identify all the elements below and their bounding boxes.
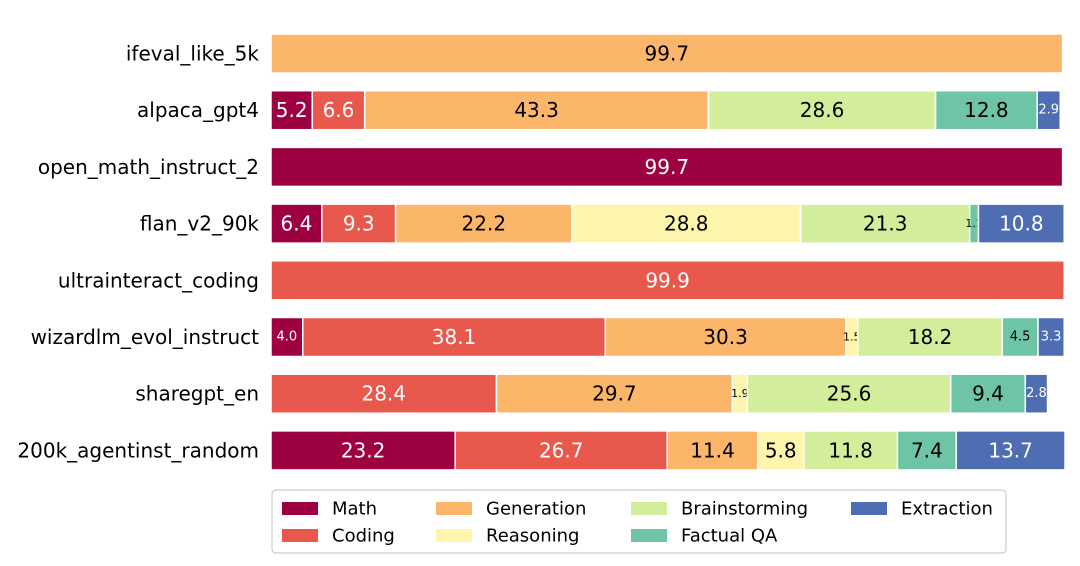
bar-sharegpt-en-extraction <box>1024 373 1049 414</box>
data-label-ifeval-like-5k-generation: 99.7 <box>645 42 690 66</box>
data-label-flan-v2-90k-math: 6.4 <box>281 212 313 236</box>
y-tick-label-200k-agentinst-random: 200k_agentinst_random <box>17 438 259 462</box>
data-label-flan-v2-90k-brainstorming: 21.3 <box>863 212 908 236</box>
data-label-alpaca-gpt4-extraction: 2.9 <box>1038 103 1059 118</box>
bar-open-math-instruct-2-math <box>270 146 1064 188</box>
legend-label-math: Math <box>332 499 377 520</box>
bar-sharegpt-en-coding <box>270 373 498 414</box>
legend-swatch-brainstorming <box>631 502 667 515</box>
data-label-wizardlm-evol-instruct-brainstorming: 18.2 <box>908 325 953 349</box>
bar-wizardlm-evol-instruct-math <box>270 316 304 358</box>
y-axis-labels: ifeval_like_5k alpaca_gpt4 open_math_instr… <box>17 42 259 463</box>
y-tick-label-alpaca-gpt4: alpaca_gpt4 <box>137 98 259 122</box>
legend-swatch-generation <box>436 502 472 515</box>
bar-200k-agentinst-random-factual-qa <box>896 430 957 471</box>
bar-alpaca-gpt4-extraction <box>1036 89 1061 131</box>
y-tick-label-flan-v2-90k: flan_v2_90k <box>140 212 260 236</box>
y-tick-label-open-math-instruct-2: open_math_instruct_2 <box>38 155 259 179</box>
data-label-200k-agentinst-random-generation: 11.4 <box>690 438 735 462</box>
data-label-flan-v2-90k-extraction: 10.8 <box>999 212 1044 236</box>
legend-swatch-coding <box>282 529 318 542</box>
bar-200k-agentinst-random-generation <box>666 430 759 471</box>
data-label-flan-v2-90k-generation: 22.2 <box>462 212 507 236</box>
bar-flan-v2-90k-extraction <box>977 203 1065 244</box>
bar-sharegpt-en-factual-qa <box>949 373 1027 414</box>
bar-wizardlm-evol-instruct-coding <box>302 316 607 358</box>
bar-alpaca-gpt4-math <box>270 89 314 131</box>
legend-swatch-factual-qa <box>631 529 667 542</box>
legend-label-brainstorming: Brainstorming <box>681 499 808 520</box>
y-tick-label-sharegpt-en: sharegpt_en <box>135 382 259 406</box>
data-label-alpaca-gpt4-brainstorming: 28.6 <box>800 98 845 122</box>
data-label-open-math-instruct-2-math: 99.7 <box>645 155 690 179</box>
data-label-200k-agentinst-random-coding: 26.7 <box>539 438 584 462</box>
legend-swatch-extraction <box>851 502 887 515</box>
legend: Math Coding Generation Reasoning Brainstormi… <box>271 489 1007 554</box>
data-label-flan-v2-90k-coding: 9.3 <box>343 212 375 236</box>
legend-label-extraction: Extraction <box>901 499 993 520</box>
data-label-alpaca-gpt4-generation: 43.3 <box>514 98 559 122</box>
y-tick-label-ifeval-like-5k: ifeval_like_5k <box>126 42 260 66</box>
data-label-200k-agentinst-random-brainstorming: 11.8 <box>828 438 873 462</box>
bar-alpaca-gpt4-coding <box>311 89 366 131</box>
data-label-alpaca-gpt4-coding: 6.6 <box>323 98 355 122</box>
data-label-wizardlm-evol-instruct-factual-qa: 4.5 <box>1010 330 1031 345</box>
data-label-200k-agentinst-random-extraction: 13.7 <box>988 438 1033 462</box>
bar-ifeval-like-5k-generation <box>270 33 1064 74</box>
data-label-200k-agentinst-random-factual-qa: 7.4 <box>911 438 943 462</box>
data-label-alpaca-gpt4-math: 5.2 <box>276 98 308 122</box>
data-label-200k-agentinst-random-reasoning: 5.8 <box>765 438 797 462</box>
bar-flan-v2-90k-coding <box>321 203 397 244</box>
legend-label-coding: Coding <box>332 526 395 547</box>
data-label-sharegpt-en-coding: 28.4 <box>361 382 406 406</box>
bar-200k-agentinst-random-extraction <box>955 430 1066 471</box>
data-label-sharegpt-en-brainstorming: 25.6 <box>827 382 872 406</box>
bar-flan-v2-90k-brainstorming <box>799 203 971 244</box>
bar-wizardlm-evol-instruct-extraction <box>1037 316 1065 358</box>
bar-ultrainteract-coding-coding <box>270 260 1065 301</box>
legend-label-generation: Generation <box>486 499 586 520</box>
bar-sharegpt-en-generation <box>495 373 734 414</box>
data-label-sharegpt-en-generation: 29.7 <box>592 382 637 406</box>
data-label-sharegpt-en-factual-qa: 9.4 <box>972 382 1004 406</box>
legend-swatch-math <box>282 502 318 515</box>
bar-flan-v2-90k-generation <box>394 203 573 244</box>
bar-flan-v2-90k-reasoning <box>571 203 802 244</box>
data-label-wizardlm-evol-instruct-reasoning: 1.5 <box>843 331 861 344</box>
bars-group: 99.7 5.2 6.6 43.3 28.6 12.8 2.9 99.7 6.4 9.3 22.2 2… <box>270 33 1066 471</box>
data-label-wizardlm-evol-instruct-math: 4.0 <box>277 330 298 345</box>
data-label-ultrainteract-coding-coding: 99.9 <box>645 268 690 292</box>
y-tick-label-ultrainteract-coding: ultrainteract_coding <box>58 268 259 292</box>
bar-200k-agentinst-random-coding <box>454 430 668 471</box>
bar-sharegpt-en-brainstorming <box>746 373 952 414</box>
bar-flan-v2-90k-math <box>270 203 323 244</box>
data-label-wizardlm-evol-instruct-extraction: 3.3 <box>1041 330 1062 345</box>
legend-label-factual-qa: Factual QA <box>681 526 778 547</box>
data-label-sharegpt-en-reasoning: 1.9 <box>731 387 749 400</box>
bar-200k-agentinst-random-reasoning <box>756 430 805 471</box>
data-label-200k-agentinst-random-math: 23.2 <box>341 438 386 462</box>
bar-wizardlm-evol-instruct-brainstorming <box>857 316 1004 358</box>
data-label-wizardlm-evol-instruct-generation: 30.3 <box>703 325 748 349</box>
legend-swatch-reasoning <box>436 529 472 542</box>
legend-label-reasoning: Reasoning <box>486 526 579 547</box>
data-label-sharegpt-en-extraction: 2.8 <box>1026 386 1047 401</box>
data-label-alpaca-gpt4-factual-qa: 12.8 <box>964 98 1009 122</box>
y-tick-label-wizardlm-evol-instruct: wizardlm_evol_instruct <box>31 325 260 349</box>
data-label-flan-v2-90k-reasoning: 28.8 <box>664 212 709 236</box>
bar-wizardlm-evol-instruct-generation <box>604 316 847 358</box>
bar-alpaca-gpt4-brainstorming <box>707 89 937 131</box>
bar-wizardlm-evol-instruct-factual-qa <box>1001 316 1039 358</box>
data-label-wizardlm-evol-instruct-coding: 38.1 <box>432 325 477 349</box>
bar-alpaca-gpt4-factual-qa <box>934 89 1038 131</box>
